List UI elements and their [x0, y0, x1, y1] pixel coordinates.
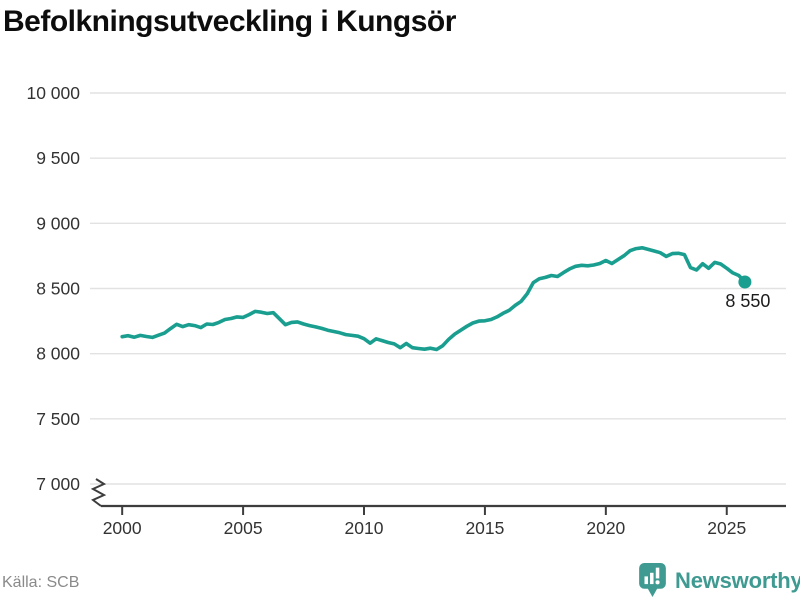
newsworthy-logo-icon	[639, 563, 666, 597]
axis-break-squiggle	[90, 478, 107, 507]
bar-chart-icon	[650, 572, 654, 585]
exclamation-icon	[655, 567, 660, 579]
y-tick-label: 9 000	[36, 213, 80, 233]
end-value-label: 8 550	[725, 291, 770, 311]
population-line	[120, 246, 747, 352]
x-tick-label: 2005	[224, 518, 263, 538]
brand-name: Newsworthy	[675, 567, 800, 593]
y-tick-label: 7 500	[36, 409, 80, 429]
x-tick-label: 2020	[586, 518, 625, 538]
x-tick-label: 2000	[103, 518, 142, 538]
y-tick-label: 7 000	[36, 474, 80, 494]
y-tick-label: 9 500	[36, 148, 80, 168]
x-tick-label: 2015	[465, 518, 504, 538]
y-tick-label: 8 000	[36, 344, 80, 364]
source-label: Källa: SCB	[2, 574, 80, 591]
bar-chart-icon	[644, 576, 648, 585]
y-tick-label: 8 500	[36, 279, 80, 299]
end-point-marker	[738, 275, 752, 289]
newsworthy-logo: Newsworthy	[638, 562, 800, 599]
x-tick-label: 2025	[707, 518, 746, 538]
exclamation-dot	[655, 580, 660, 585]
y-tick-label: 10 000	[26, 83, 80, 103]
x-tick-label: 2010	[345, 518, 384, 538]
chart-title: Befolkningsutveckling i Kungsör	[3, 5, 456, 38]
